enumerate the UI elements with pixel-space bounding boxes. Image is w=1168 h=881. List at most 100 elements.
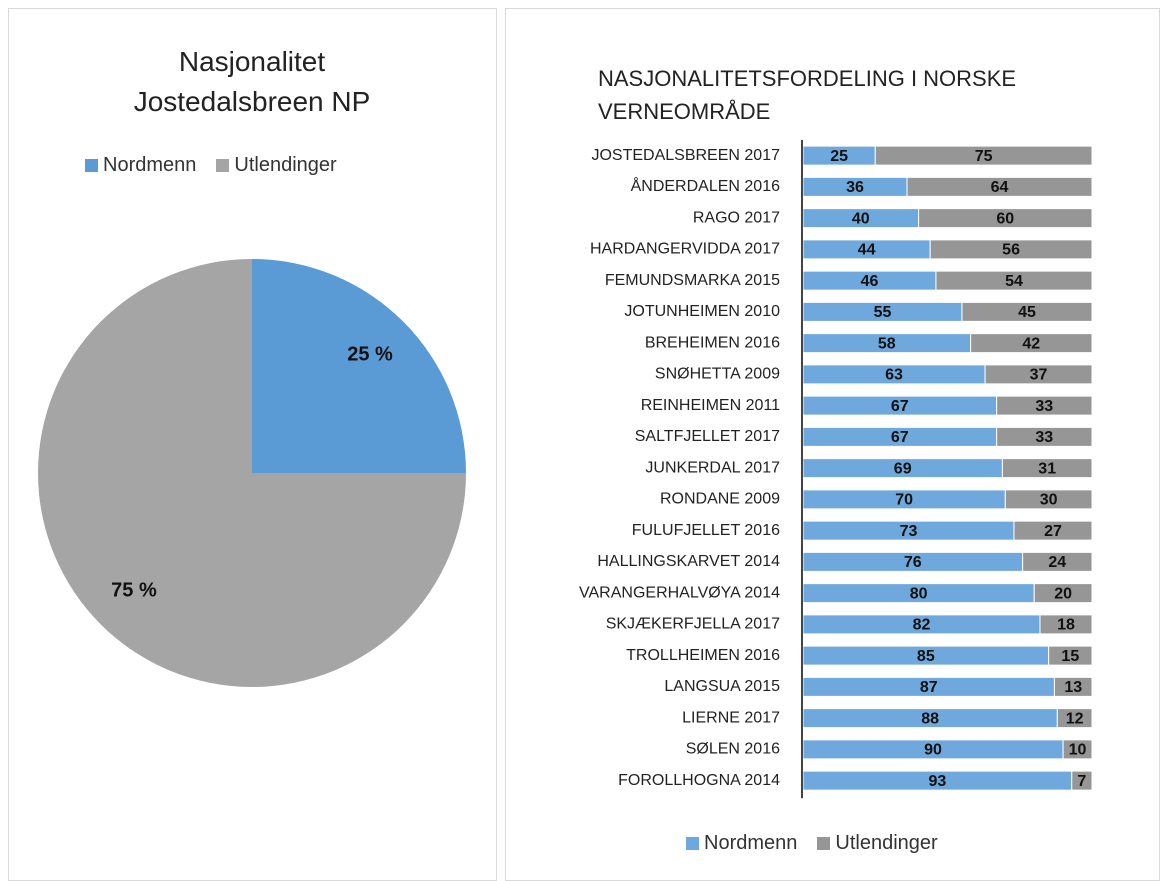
bar-segment [918,208,1093,229]
data-label: 73 [900,523,918,540]
bar-segment [996,426,1093,447]
y-tick-label: SKJÆKERFJELLA 2017 [606,616,780,633]
bar-legend: Nordmenn Utlendinger [686,832,938,855]
y-tick-label: BREHEIMEN 2016 [645,334,780,351]
data-label: 76 [904,554,922,571]
data-label: 18 [1057,617,1075,634]
data-label: 13 [1064,679,1082,696]
y-tick-label: RAGO 2017 [693,209,780,226]
y-tick-label: LIERNE 2017 [682,709,780,726]
bar-segment [929,239,1093,260]
data-label: 12 [1066,710,1084,727]
data-label: 69 [894,460,912,477]
bar-segment [984,364,1093,385]
y-tick-label: SALTFJELLET 2017 [635,428,780,445]
bar-segment [1048,645,1093,666]
data-label: 63 [885,367,903,384]
data-label: 40 [852,210,870,227]
legend-label: Nordmenn [704,832,798,854]
y-tick-label: HARDANGERVIDDA 2017 [590,241,780,258]
data-label: 60 [996,210,1014,227]
y-tick-label: ÅNDERDALEN 2016 [631,176,781,195]
bar-title: NASJONALITETSFORDELING I NORSKE VERNEOMR… [598,66,1017,124]
y-tick-label: JOSTEDALSBREEN 2017 [591,147,780,164]
legend-label: Utlendinger [835,832,938,854]
bar-segment [935,270,1093,291]
data-label: 25 % [347,343,393,365]
bar-segment [961,301,1093,322]
data-label: 10 [1069,742,1087,759]
data-label: 55 [874,304,892,321]
y-tick-label: JUNKERDAL 2017 [645,459,780,476]
y-tick-label: SNØHETTA 2009 [655,366,780,383]
bar-segment [996,395,1093,416]
data-label: 24 [1048,554,1066,571]
bar-segment [1056,708,1093,729]
legend-item: Nordmenn [85,154,196,177]
y-tick-label: FOROLLHOGNA 2014 [618,772,780,789]
bar-segment [906,176,1093,197]
legend-label: Nordmenn [103,154,197,176]
bar-segment [1062,739,1093,760]
y-tick-label: FULUFJELLET 2016 [632,522,780,539]
y-tick-label: REINHEIMEN 2011 [641,397,780,414]
data-label: 87 [920,679,938,696]
data-label: 58 [878,335,896,352]
data-label: 93 [928,773,946,790]
data-label: 67 [891,429,909,446]
legend-item: Utlendinger [817,832,938,855]
y-tick-label: FEMUNDSMARKA 2015 [605,272,780,289]
legend-label: Utlendinger [234,154,337,176]
y-tick-label: RONDANE 2009 [660,491,780,508]
legend-swatch [216,159,230,173]
data-label: 27 [1044,523,1062,540]
data-label: 31 [1038,460,1056,477]
data-label: 33 [1035,398,1053,415]
data-label: 45 [1018,304,1036,321]
data-label: 44 [858,242,876,259]
legend-swatch [85,159,98,173]
data-label: 56 [1002,242,1020,259]
legend-item: Nordmenn [686,832,797,855]
y-tick-label: VARANGERHALVØYA 2014 [579,584,780,601]
data-label: 25 [830,148,848,165]
data-label: 85 [917,648,935,665]
bar-segment [1013,520,1093,541]
data-label: 15 [1061,648,1079,665]
y-tick-label: JOTUNHEIMEN 2010 [624,303,780,320]
bar-segment [874,145,1093,166]
y-tick-label: SØLEN 2016 [686,741,780,758]
data-label: 30 [1040,492,1058,509]
data-label: 75 [975,148,993,165]
data-label: 80 [910,585,928,602]
y-tick-label: HALLINGSKARVET 2014 [597,553,780,570]
data-label: 54 [1005,273,1023,290]
bar-segment [1004,489,1093,510]
legend-swatch [686,837,699,851]
bar-segment [1033,583,1093,604]
data-label: 33 [1035,429,1053,446]
data-label: 70 [895,492,913,509]
bar-segment [1001,458,1093,479]
bar-segment [1039,614,1093,635]
y-tick-label: LANGSUA 2015 [664,678,780,695]
bar-segment [970,333,1093,354]
data-label: 46 [861,273,879,290]
data-label: 36 [846,179,864,196]
data-label: 75 % [111,579,157,601]
legend-swatch [817,837,831,851]
data-label: 88 [921,710,939,727]
data-label: 37 [1030,367,1048,384]
bar-segment [1071,770,1093,791]
pie-title: Nasjonalitet Jostedalsbreen NP [133,46,371,117]
data-label: 67 [891,398,909,415]
data-label: 42 [1022,335,1040,352]
bar-segment [1053,676,1093,697]
y-tick-label: TROLLHEIMEN 2016 [626,647,780,664]
pie-legend: Nordmenn Utlendinger [85,154,337,177]
bar-segment [1022,551,1093,572]
data-label: 20 [1054,585,1072,602]
pie-slice [38,259,466,687]
